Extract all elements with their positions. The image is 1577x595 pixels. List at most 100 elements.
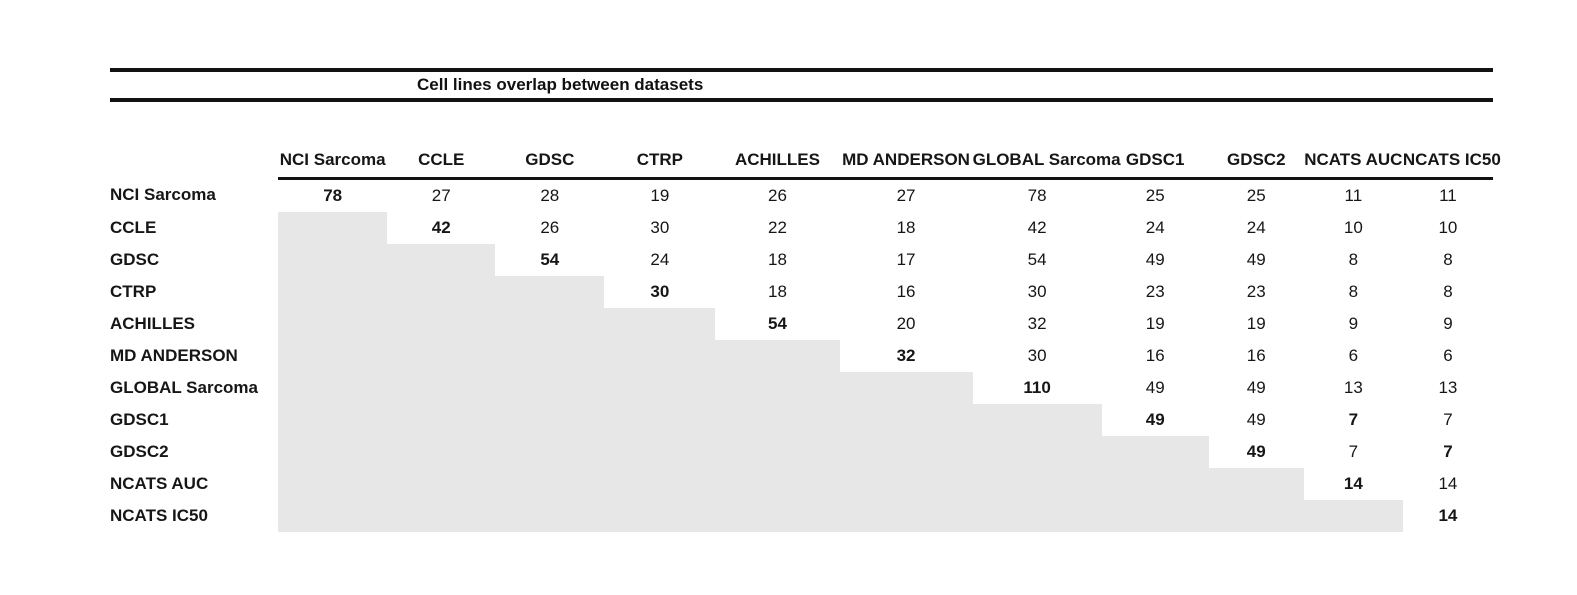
shaded-cell	[495, 404, 605, 436]
matrix-cell: 49	[1145, 250, 1165, 269]
shaded-cell	[278, 404, 388, 436]
column-header: ACHILLES	[715, 134, 840, 180]
matrix-cell: 16	[1145, 346, 1165, 365]
matrix-cell: 28	[540, 186, 560, 205]
matrix-cell: 18	[896, 218, 916, 237]
shaded-cell	[278, 212, 388, 244]
mid-rule	[110, 98, 1493, 102]
shaded-cell	[604, 308, 716, 340]
matrix-cell: 14	[1438, 474, 1458, 493]
matrix-cell: 17	[896, 250, 916, 269]
shaded-cell	[387, 308, 496, 340]
matrix-cell: 7	[1443, 442, 1453, 461]
table-title: Cell lines overlap between datasets	[417, 75, 704, 94]
shaded-cell	[715, 500, 840, 532]
matrix-cell: 26	[768, 186, 787, 205]
column-header: GDSC1	[1101, 134, 1209, 180]
matrix-cell: 24	[1246, 218, 1266, 237]
matrix-cell: 32	[896, 346, 916, 365]
row-label: ACHILLES	[110, 314, 195, 333]
matrix-cell: 54	[1027, 250, 1047, 269]
shaded-cell	[604, 468, 716, 500]
row-label: GLOBAL Sarcoma	[110, 378, 259, 397]
column-header: CCLE	[387, 134, 496, 180]
shaded-cell	[839, 372, 973, 404]
row-label: CCLE	[110, 218, 157, 237]
shaded-cell	[495, 436, 605, 468]
matrix-cell: 16	[896, 282, 916, 301]
shaded-cell	[839, 500, 973, 532]
table-row: MD ANDERSON 32 30 16 16 6 6	[110, 340, 1493, 372]
table-row: ACHILLES 54 20 32 19 19 9 9	[110, 308, 1493, 340]
matrix-cell: 23	[1145, 282, 1165, 301]
matrix-cell: 8	[1348, 282, 1359, 301]
matrix-cell: 8	[1443, 282, 1453, 301]
matrix-cell: 19	[1246, 314, 1266, 333]
shaded-cell	[715, 340, 840, 372]
table-row: NCATS AUC 14 14	[110, 468, 1493, 500]
table-row: GLOBAL Sarcoma 110 49 49 13 13	[110, 372, 1493, 404]
shaded-cell	[387, 276, 496, 308]
shaded-cell	[1101, 500, 1209, 532]
shaded-cell	[972, 468, 1102, 500]
shaded-cell	[278, 468, 388, 500]
table-body: NCI Sarcoma 78 27 28 19 26 27 78 25 25 11 11 CCLE 42 2…	[110, 179, 1493, 532]
top-rule	[110, 68, 1493, 72]
matrix-cell: 78	[323, 186, 343, 205]
shaded-cell	[495, 308, 605, 340]
shaded-cell	[604, 404, 716, 436]
matrix-cell: 42	[431, 218, 451, 237]
table-row: NCATS IC50 14	[110, 500, 1493, 532]
matrix-cell: 78	[1027, 186, 1047, 205]
shaded-cell	[387, 500, 496, 532]
matrix-cell: 19	[1145, 314, 1165, 333]
row-label: NCATS IC50	[110, 506, 208, 525]
matrix-cell: 19	[650, 186, 670, 205]
matrix-cell: 7	[1348, 442, 1359, 461]
table-header: NCI Sarcoma CCLE GDSC CTRP ACHILLES MD ANDERS…	[110, 134, 1501, 180]
shaded-cell	[278, 244, 388, 276]
matrix-cell: 49	[1246, 410, 1266, 429]
matrix-cell: 54	[768, 314, 787, 333]
matrix-cell: 42	[1027, 218, 1047, 237]
shaded-cell	[1208, 500, 1304, 532]
shaded-cell	[839, 436, 973, 468]
matrix-cell: 54	[540, 250, 560, 269]
matrix-cell: 18	[768, 282, 787, 301]
shaded-cell	[495, 340, 605, 372]
column-header: NCI Sarcoma	[278, 134, 388, 180]
shaded-cell	[278, 276, 388, 308]
matrix-cell: 22	[768, 218, 787, 237]
table-row: CCLE 42 26 30 22 18 42 24 24 10 10	[110, 212, 1493, 244]
matrix-cell: 18	[768, 250, 787, 269]
column-header: GDSC	[495, 134, 605, 180]
shaded-cell	[839, 468, 973, 500]
shaded-cell	[387, 244, 496, 276]
shaded-cell	[604, 340, 716, 372]
shaded-cell	[715, 404, 840, 436]
shaded-cell	[278, 340, 388, 372]
row-label: GDSC1	[110, 410, 169, 429]
shaded-cell	[715, 468, 840, 500]
header-row: NCI Sarcoma CCLE GDSC CTRP ACHILLES MD ANDERS…	[110, 134, 1501, 180]
shaded-cell	[1208, 468, 1304, 500]
table-row: GDSC2 49 7 7	[110, 436, 1493, 468]
matrix-cell: 13	[1438, 378, 1458, 397]
matrix-cell: 27	[896, 186, 916, 205]
column-header: NCATS AUC	[1303, 134, 1403, 180]
row-label: CTRP	[110, 282, 157, 301]
matrix-cell: 32	[1027, 314, 1047, 333]
matrix-cell: 11	[1439, 186, 1457, 205]
shaded-cell	[972, 500, 1102, 532]
matrix-cell: 9	[1443, 314, 1453, 333]
matrix-cell: 10	[1438, 218, 1458, 237]
table-row: NCI Sarcoma 78 27 28 19 26 27 78 25 25 11 11	[110, 179, 1493, 213]
shaded-cell	[495, 372, 605, 404]
shaded-cell	[972, 436, 1102, 468]
table-row: GDSC 54 24 18 17 54 49 49 8 8	[110, 244, 1493, 276]
matrix-cell: 24	[1145, 218, 1165, 237]
column-header: GDSC2	[1208, 134, 1304, 180]
shaded-cell	[387, 436, 496, 468]
shaded-cell	[1101, 436, 1209, 468]
shaded-cell	[278, 308, 388, 340]
